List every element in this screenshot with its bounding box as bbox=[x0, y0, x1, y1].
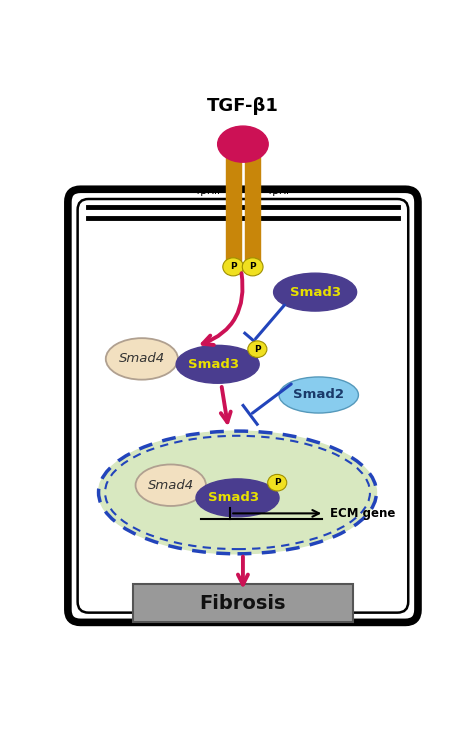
Ellipse shape bbox=[242, 258, 263, 276]
Ellipse shape bbox=[176, 345, 259, 383]
Ellipse shape bbox=[273, 273, 356, 311]
FancyBboxPatch shape bbox=[68, 189, 418, 622]
Text: Fibrosis: Fibrosis bbox=[200, 594, 286, 613]
Text: P: P bbox=[230, 262, 237, 272]
FancyBboxPatch shape bbox=[133, 584, 353, 622]
Text: TGF-β1: TGF-β1 bbox=[207, 98, 279, 116]
FancyBboxPatch shape bbox=[78, 199, 408, 613]
Text: ECM gene: ECM gene bbox=[329, 507, 395, 520]
Bar bbox=[226, 140, 241, 263]
Text: P: P bbox=[254, 345, 261, 354]
Text: TβRII: TβRII bbox=[194, 186, 220, 196]
Ellipse shape bbox=[268, 475, 287, 491]
Ellipse shape bbox=[106, 338, 178, 380]
Text: Smad3: Smad3 bbox=[209, 491, 259, 504]
Ellipse shape bbox=[196, 479, 279, 517]
Ellipse shape bbox=[279, 377, 358, 413]
Text: Smad2: Smad2 bbox=[293, 388, 344, 401]
Text: P: P bbox=[249, 262, 256, 272]
Text: Smad4: Smad4 bbox=[119, 352, 165, 365]
Text: Smad4: Smad4 bbox=[148, 478, 194, 492]
Ellipse shape bbox=[218, 126, 268, 162]
Ellipse shape bbox=[248, 340, 267, 358]
Bar bbox=[245, 140, 260, 263]
Text: Smad3: Smad3 bbox=[290, 286, 341, 298]
Text: Smad3: Smad3 bbox=[189, 358, 240, 370]
Ellipse shape bbox=[99, 431, 376, 554]
Ellipse shape bbox=[136, 464, 206, 506]
Text: P: P bbox=[274, 478, 281, 488]
Ellipse shape bbox=[223, 258, 244, 276]
Text: TβRI: TβRI bbox=[265, 186, 289, 196]
